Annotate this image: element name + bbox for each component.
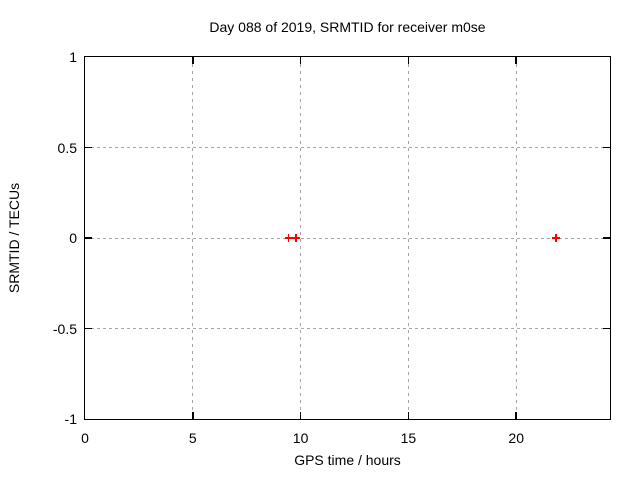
x-axis-label: GPS time / hours	[294, 452, 401, 468]
y-gridline	[85, 328, 610, 329]
y-tick-mark-right	[603, 237, 610, 239]
x-tick-mark-top	[192, 57, 194, 64]
y-tick-mark-right	[603, 146, 610, 149]
data-point-marker	[552, 234, 561, 242]
data-point-marker	[284, 234, 293, 242]
y-tick-label: -1	[64, 411, 77, 427]
y-tick-label: 0	[69, 230, 77, 246]
x-tick-label: 10	[292, 430, 309, 446]
x-tick-mark-top	[515, 57, 517, 64]
x-tick-mark-top	[299, 57, 302, 64]
y-gridline	[85, 147, 610, 148]
y-tick-label: 1	[69, 49, 77, 65]
x-tick-mark-bottom	[299, 412, 302, 419]
marker-vertical-stroke	[295, 234, 297, 242]
y-tick-label: -0.5	[52, 320, 77, 337]
plot-area	[84, 56, 611, 420]
chart-title: Day 088 of 2019, SRMTID for receiver m0s…	[209, 19, 486, 35]
x-tick-label: 20	[508, 430, 524, 446]
data-point-marker	[291, 234, 300, 242]
y-tick-label: 0.5	[57, 139, 77, 156]
y-gridline	[85, 237, 610, 239]
y-tick-mark-left	[85, 327, 92, 330]
x-tick-label: 0	[81, 430, 89, 446]
y-axis-label: SRMTID / TECUs	[6, 182, 22, 294]
x-tick-label: 15	[400, 430, 417, 446]
x-tick-mark-top	[407, 57, 410, 64]
y-tick-mark-left	[85, 146, 92, 149]
x-tick-mark-bottom	[192, 412, 194, 419]
x-tick-mark-bottom	[515, 412, 517, 419]
marker-vertical-stroke	[287, 234, 290, 242]
x-tick-mark-bottom	[407, 412, 410, 419]
y-tick-mark-right	[603, 327, 610, 330]
marker-vertical-stroke	[555, 234, 557, 242]
x-tick-label: 5	[188, 430, 197, 446]
y-tick-mark-left	[85, 237, 92, 239]
